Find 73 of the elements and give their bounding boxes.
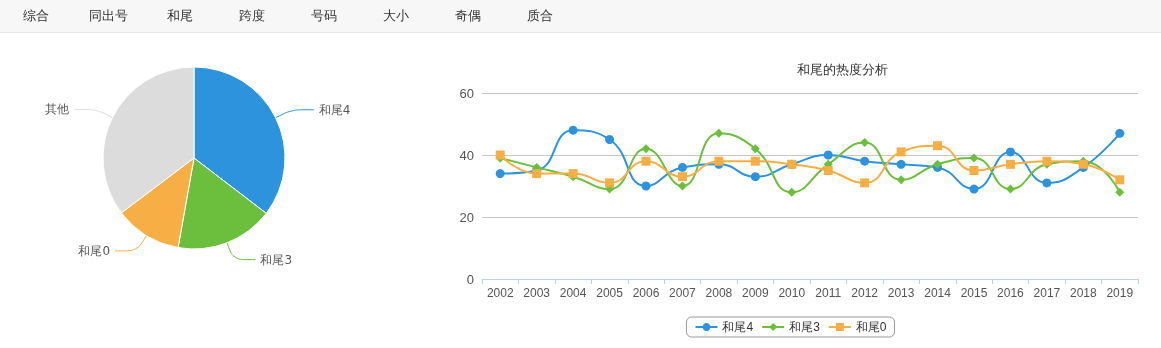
point	[641, 181, 651, 191]
x-tick-label: 2010	[778, 286, 806, 300]
x-tick-label: 2005	[596, 286, 624, 300]
point	[750, 144, 760, 154]
text: 同出号	[87, 7, 129, 25]
text: 跨度	[238, 7, 266, 25]
point	[1115, 187, 1125, 197]
x-tick-label: 2019	[1106, 286, 1134, 300]
point	[605, 135, 615, 144]
point	[896, 147, 906, 157]
x-tick-label: 2015	[960, 286, 988, 300]
point	[714, 128, 724, 138]
point	[860, 156, 870, 166]
chart-title: 和尾的热度分析	[796, 62, 888, 77]
point	[568, 125, 578, 135]
point	[823, 150, 833, 160]
x-tick-label: 2003	[523, 286, 551, 300]
point	[896, 175, 906, 185]
point	[1005, 184, 1015, 194]
point	[969, 166, 979, 175]
slice-label: 其他	[45, 102, 70, 117]
y-tick-label: 0	[466, 271, 474, 287]
slice-label: 和尾3	[260, 252, 293, 267]
x-tick-label: 2011	[815, 286, 842, 300]
x-tick-label: 2012	[851, 286, 879, 300]
x-tick-label: 2018	[1069, 286, 1097, 300]
point	[969, 184, 979, 194]
slice-label: 和尾4	[318, 102, 351, 117]
text: 综合	[22, 7, 50, 25]
legend-label: 和尾4	[722, 320, 754, 334]
x-tick-label: 2008	[705, 286, 733, 300]
point	[677, 172, 687, 182]
point	[641, 156, 651, 166]
text: 质合	[526, 7, 554, 25]
point	[896, 159, 906, 169]
point	[1005, 147, 1015, 157]
text: 奇偶	[454, 7, 482, 25]
legend-label: 和尾3	[789, 320, 821, 334]
point	[1115, 175, 1125, 185]
point	[969, 153, 979, 163]
x-tick-label: 2009	[741, 286, 769, 300]
point	[1042, 178, 1052, 188]
x-tick-label: 2013	[887, 286, 915, 300]
point	[787, 187, 797, 197]
y-tick-label: 60	[459, 85, 474, 101]
x-tick-label: 2007	[669, 286, 697, 300]
point	[750, 156, 760, 166]
text: 号码	[310, 7, 338, 25]
point	[1005, 159, 1015, 169]
x-tick-label: 2004	[559, 286, 587, 300]
legend-label: 和尾0	[855, 320, 887, 334]
point	[860, 178, 870, 188]
text: 大小	[382, 7, 410, 25]
x-tick-label: 2002	[486, 286, 514, 300]
point	[641, 144, 651, 154]
point	[823, 166, 833, 175]
x-tick-label: 2006	[632, 286, 660, 300]
point	[605, 178, 615, 188]
x-tick-label: 2014	[924, 286, 952, 300]
x-tick-label: 2016	[997, 286, 1025, 300]
y-tick-label: 40	[459, 147, 474, 163]
y-tick-label: 20	[459, 209, 474, 225]
point	[933, 141, 943, 151]
point	[1115, 128, 1125, 138]
point	[677, 181, 687, 191]
text: 和尾	[166, 7, 194, 25]
point	[677, 162, 687, 172]
point	[495, 169, 505, 179]
x-tick-label: 2017	[1033, 286, 1061, 300]
point	[532, 169, 542, 179]
slice-label: 和尾0	[78, 243, 111, 258]
point	[750, 172, 760, 182]
point	[860, 138, 870, 148]
